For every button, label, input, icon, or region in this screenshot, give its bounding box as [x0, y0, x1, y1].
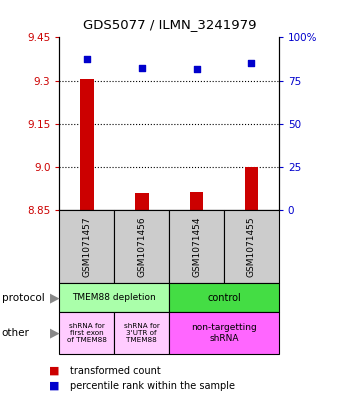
- Text: percentile rank within the sample: percentile rank within the sample: [70, 381, 235, 391]
- Text: TMEM88 depletion: TMEM88 depletion: [72, 293, 156, 302]
- Text: GSM1071456: GSM1071456: [137, 216, 146, 277]
- Point: [84, 56, 90, 62]
- Text: ▶: ▶: [50, 291, 59, 304]
- Text: shRNA for
first exon
of TMEM88: shRNA for first exon of TMEM88: [67, 323, 107, 343]
- Bar: [190, 191, 203, 210]
- Text: ■: ■: [49, 381, 60, 391]
- Text: control: control: [207, 293, 241, 303]
- Text: GSM1071455: GSM1071455: [247, 216, 256, 277]
- Text: other: other: [2, 328, 30, 338]
- Text: protocol: protocol: [2, 293, 45, 303]
- Point: [249, 60, 254, 66]
- Text: transformed count: transformed count: [70, 366, 160, 376]
- Bar: [244, 167, 258, 210]
- Text: shRNA for
3'UTR of
TMEM88: shRNA for 3'UTR of TMEM88: [124, 323, 160, 343]
- Text: ▶: ▶: [50, 327, 59, 340]
- Text: non-targetting
shRNA: non-targetting shRNA: [191, 323, 257, 343]
- Text: GDS5077 / ILMN_3241979: GDS5077 / ILMN_3241979: [83, 18, 257, 31]
- Bar: [80, 79, 94, 210]
- Point: [194, 66, 199, 72]
- Text: ■: ■: [49, 366, 60, 376]
- Text: GSM1071454: GSM1071454: [192, 217, 201, 277]
- Point: [139, 64, 144, 71]
- Bar: [135, 193, 149, 210]
- Text: GSM1071457: GSM1071457: [82, 216, 91, 277]
